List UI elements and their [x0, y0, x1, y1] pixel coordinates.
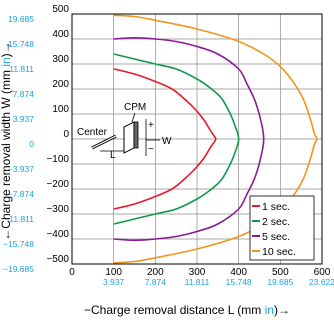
y-tick-mm: −400 [46, 229, 69, 240]
series-line-1 [113, 68, 217, 210]
y-tick-mm: 300 [52, 54, 69, 65]
x-tick-mm: 200 [147, 267, 164, 278]
y-axis-label-prefix: ←Charge removal width W (mm [0, 67, 13, 241]
cpm-pointer-line [131, 112, 136, 123]
y-tick-mm: 100 [52, 104, 69, 115]
y-axis-label: ←Charge removal width W (mm in)→ [0, 41, 13, 240]
x-tick-in: 15.748 [226, 277, 252, 287]
x-tick-mm: 100 [105, 267, 122, 278]
legend-label-2s: 2 sec. [262, 216, 290, 228]
x-tick-in: 23.622 [309, 277, 334, 287]
x-tick-mm: 500 [272, 267, 289, 278]
x-tick-mm: 300 [189, 267, 206, 278]
cpm-device-side-icon [133, 121, 139, 149]
y-tick-in: 19.685 [8, 14, 34, 24]
x-tick-in: 19.685 [267, 277, 293, 287]
y-tick-mm: −300 [46, 204, 69, 215]
anno-plus: + [148, 120, 154, 131]
series-line-4 [113, 14, 318, 264]
anno-cpm: CPM [124, 102, 146, 113]
legend-label-1s: 1 sec. [262, 201, 290, 213]
series-layer [113, 14, 318, 264]
center-rod-inner-icon [91, 135, 117, 149]
y-tick-mm: −200 [46, 179, 69, 190]
anno-center: Center [77, 127, 108, 138]
y-tick-in: −3.937 [8, 164, 35, 174]
y-tick-mm: −500 [46, 254, 69, 265]
x-tick-mm: 400 [230, 267, 247, 278]
y-tick-mm: 0 [63, 129, 69, 140]
x-tick-in: 7.874 [145, 277, 167, 287]
y-tick-in: 0 [29, 139, 34, 149]
legend: 1 sec. 2 sec. 5 sec. 10 sec. [249, 195, 315, 261]
y-tick-in: −19.685 [3, 264, 34, 274]
x-tick-mm: 600 [314, 267, 331, 278]
y-tick-mm: 200 [52, 79, 69, 90]
anno-w: W [162, 136, 172, 147]
y-tick-in: −15.748 [3, 239, 34, 249]
y-axis-label-suffix: )→ [0, 41, 13, 57]
anno-minus: − [148, 144, 154, 155]
x-axis-label-prefix: −Charge removal distance L (mm [84, 303, 265, 317]
cpm-device-icon [123, 121, 135, 154]
y-tick-in: 11.811 [9, 64, 34, 74]
y-tick-in: −11.811 [4, 214, 34, 224]
y-tick-mm: 500 [52, 4, 69, 15]
x-axis-label-suffix: )→ [274, 303, 290, 317]
grid [72, 14, 322, 264]
anno-l: L [110, 150, 116, 161]
cpm-illustration: CPM Center L W + − [77, 102, 172, 161]
y-tick-mm: −100 [46, 154, 69, 165]
legend-label-5s: 5 sec. [262, 231, 290, 243]
series-line-2 [113, 53, 240, 225]
legend-box [249, 195, 315, 261]
x-axis-label-unit: in [265, 303, 274, 317]
y-axis-label-unit: in [0, 57, 13, 66]
x-tick-in: 3.937 [103, 277, 125, 287]
x-axis-label: −Charge removal distance L (mm in)→ [84, 303, 290, 317]
y-tick-in: 15.748 [8, 39, 34, 49]
series-line-3 [113, 36, 265, 242]
y-tick-mm: 400 [52, 29, 69, 40]
ticks: 0 100 200 300 400 500 600 3.937 7.874 11.811 15.74… [3, 4, 334, 287]
plot-frame [71, 13, 323, 265]
y-tick-in: 3.937 [13, 114, 35, 124]
legend-label-10s: 10 sec. [262, 246, 296, 258]
y-tick-in: −7.874 [8, 189, 35, 199]
y-tick-in: 7.874 [13, 89, 35, 99]
x-tick-mm: 0 [69, 267, 75, 278]
x-tick-in: 11.811 [185, 277, 210, 287]
